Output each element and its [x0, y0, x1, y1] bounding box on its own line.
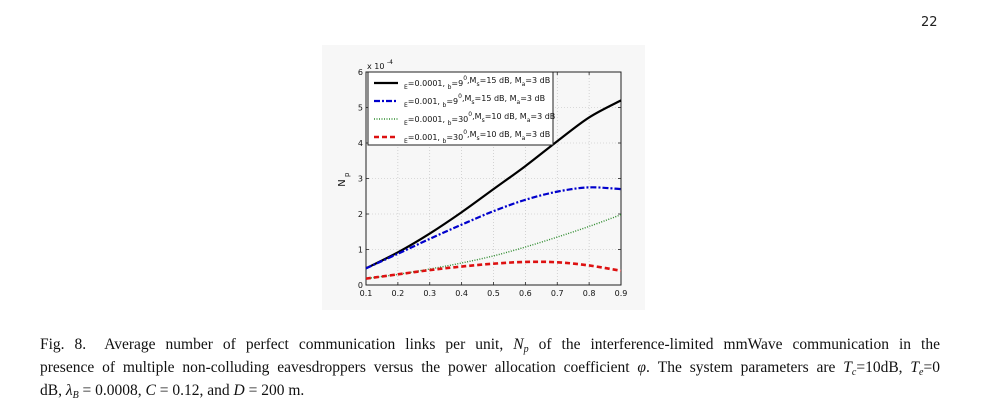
- page-number: 22: [921, 15, 938, 30]
- math-sub-e: e: [919, 367, 924, 378]
- caption-text: . The system parameters are: [646, 359, 844, 376]
- legend-label-part: =0.001,: [408, 133, 443, 142]
- legend-label-part: s: [476, 135, 479, 142]
- caption-text: = 0.0008,: [78, 382, 146, 399]
- legend-label-1: E=0.0001, b=90,Ms=15 dB, Ma=3 dB: [404, 75, 550, 91]
- y-tick-label: 3: [358, 175, 363, 184]
- x-tick-label: 0.6: [519, 289, 532, 298]
- legend-label-part: =0.0001,: [408, 115, 448, 124]
- x-tick-label: 0.3: [423, 289, 436, 298]
- legend-label-part: =9: [446, 97, 458, 106]
- legend-label-part: =30: [446, 133, 463, 142]
- math-lambda: λ: [65, 382, 73, 399]
- legend-label-part: E: [404, 120, 408, 127]
- legend-label-part: a: [527, 117, 531, 124]
- y-axis-label: N p: [337, 172, 351, 187]
- legend-label-part: b: [448, 120, 452, 127]
- legend-label-part: 0: [463, 129, 467, 136]
- caption-text: presence of multiple non-colluding eaves…: [40, 359, 638, 376]
- legend-label-part: ,M: [472, 112, 482, 121]
- legend-label-part: E: [404, 138, 408, 145]
- caption-text: = 200 m.: [244, 382, 305, 399]
- legend-label-part: b: [443, 138, 447, 145]
- legend-label-part: =15 dB, M: [475, 94, 517, 103]
- legend-label-part: a: [517, 99, 521, 106]
- y-tick-label: 0: [358, 281, 363, 290]
- y-tick-label: 6: [358, 68, 363, 77]
- caption-line-2: presence of multiple non-colluding eaves…: [40, 359, 940, 382]
- legend-label-part: ,M: [467, 76, 477, 85]
- legend-label-part: ,M: [467, 130, 477, 139]
- legend-label-part: 0: [468, 111, 472, 118]
- math-phi: φ: [637, 359, 646, 376]
- series-line-2: [365, 186, 622, 270]
- y-tick-label: 4: [358, 139, 363, 148]
- y-tick-label: 5: [358, 104, 363, 113]
- legend-label-part: =3 dB: [525, 76, 550, 85]
- legend-label-part: =3 dB: [525, 130, 550, 139]
- legend-label-part: b: [443, 102, 447, 109]
- legend-label-4: E=0.001, b=300,Ms=10 dB, Ma=3 dB: [404, 129, 550, 145]
- legend-label-part: s: [482, 117, 485, 124]
- legend-label-part: E: [404, 84, 408, 91]
- legend-label-part: =15 dB, M: [480, 76, 522, 85]
- caption-text: of the interference-limited mmWave commu…: [528, 336, 940, 353]
- caption-line-3: dB, λB = 0.0008, C = 0.12, and D = 200 m…: [40, 382, 940, 405]
- legend-label-part: b: [448, 84, 452, 91]
- math-sub-p: p: [523, 344, 529, 355]
- legend-label-part: ,M: [462, 94, 472, 103]
- y-axis-label-subscript: p: [343, 172, 351, 177]
- legend-label-part: =3 dB: [520, 94, 545, 103]
- caption-text: dB,: [40, 382, 66, 399]
- legend-label-part: a: [522, 81, 526, 88]
- math-D: D: [233, 382, 245, 399]
- y-tick-label: 1: [358, 246, 363, 255]
- math-T: T: [910, 359, 920, 376]
- y-axis-label-text: N: [337, 179, 348, 186]
- y-multiplier-exponent: -4: [387, 59, 393, 66]
- math-sub-B: B: [72, 390, 79, 401]
- legend-label-part: =0.0001,: [408, 79, 448, 88]
- legend-label-part: =30: [451, 115, 468, 124]
- legend-label-part: =10 dB, M: [480, 130, 522, 139]
- legend-label-2: E=0.001, b=90,Ms=15 dB, Ma=3 dB: [404, 93, 545, 109]
- caption-text: =0: [923, 359, 941, 376]
- legend-label-part: =9: [451, 79, 463, 88]
- legend-label-part: E: [404, 102, 408, 109]
- x-tick-label: 0.1: [360, 289, 373, 298]
- figure-caption: Fig. 8. Average number of perfect communi…: [40, 336, 940, 405]
- math-T: T: [843, 359, 852, 376]
- legend-label-part: s: [471, 99, 474, 106]
- series-lines: [365, 99, 622, 280]
- x-tick-label: 0.4: [455, 289, 468, 298]
- math-C: C: [145, 382, 156, 399]
- figure-label: Fig. 8.: [40, 336, 87, 353]
- legend-label-part: =10 dB, M: [485, 112, 527, 121]
- legend-label-part: 0: [463, 75, 467, 82]
- x-tick-label: 0.5: [487, 289, 500, 298]
- legend-label-part: =3 dB: [530, 112, 555, 121]
- math-N: N: [513, 336, 524, 353]
- x-tick-label: 0.2: [392, 289, 405, 298]
- y-tick-label: 2: [358, 210, 363, 219]
- y-multiplier: x 10 -4: [367, 59, 393, 71]
- legend-label-part: =0.001,: [408, 97, 443, 106]
- legend-label-part: s: [476, 81, 479, 88]
- legend-label-3: E=0.0001, b=300,Ms=10 dB, Ma=3 dB: [404, 111, 555, 127]
- x-tick-label: 0.8: [583, 289, 596, 298]
- legend: E=0.0001, b=90,Ms=15 dB, Ma=3 dBE=0.001,…: [367, 71, 555, 146]
- legend-box: [367, 71, 554, 146]
- caption-line-1: Fig. 8. Average number of perfect communi…: [40, 336, 940, 359]
- legend-label-part: 0: [458, 93, 462, 100]
- x-tick-label: 0.9: [615, 289, 628, 298]
- caption-text: = 0.12, and: [155, 382, 234, 399]
- legend-label-part: a: [522, 135, 526, 142]
- caption-text: Average number of perfect communication …: [104, 336, 514, 353]
- caption-text: =10dB,: [856, 359, 911, 376]
- x-tick-label: 0.7: [551, 289, 564, 298]
- y-multiplier-label: x 10: [367, 62, 384, 71]
- math-sub-c: c: [851, 367, 857, 378]
